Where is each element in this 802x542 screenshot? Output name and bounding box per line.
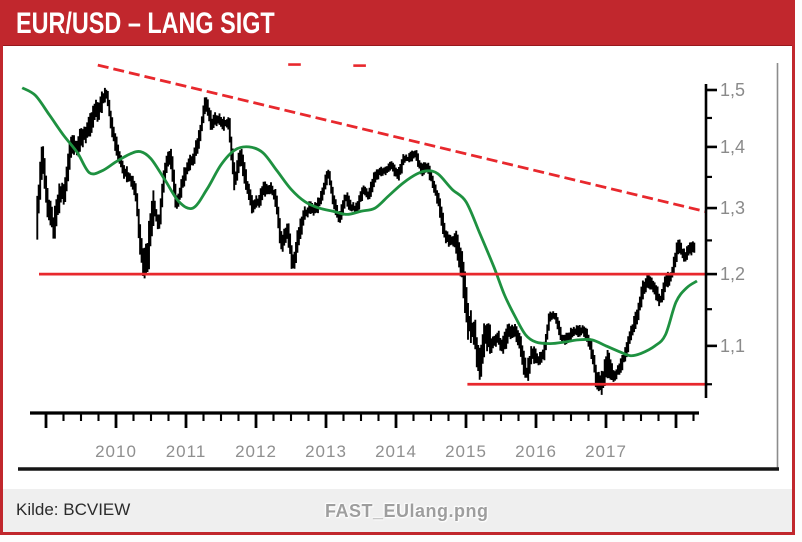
footer-bar: Kilde: BCVIEW FAST_EUlang.png — [3, 489, 792, 532]
title-bar: EUR/USD – LANG SIGT — [3, 3, 792, 46]
page-title: EUR/USD – LANG SIGT — [16, 7, 275, 40]
filename-watermark: FAST_EUlang.png — [325, 501, 489, 521]
source-label: Kilde: BCVIEW — [16, 500, 131, 519]
chart-window: EUR/USD – LANG SIGT Kilde: BCVIEW FAST_E… — [0, 0, 795, 535]
